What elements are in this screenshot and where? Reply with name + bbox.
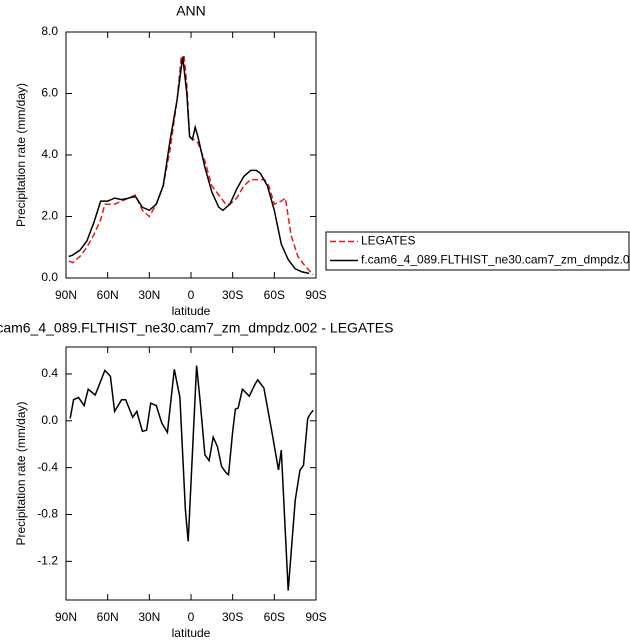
x-axis-label: latitude — [172, 304, 211, 318]
chart-title: ANN — [176, 3, 206, 19]
x-tick-label: 90N — [55, 288, 77, 302]
x-tick-label: 30N — [138, 610, 160, 624]
y-axis-label: Precipitation rate (mm/day) — [14, 401, 28, 545]
series-line — [69, 365, 314, 591]
y-tick-label: 0.0 — [41, 270, 58, 284]
legend-label: f.cam6_4_089.FLTHIST_ne30.cam7_zm_dmpdz.… — [361, 253, 630, 267]
x-tick-label: 60N — [97, 610, 119, 624]
y-tick-label: 6.0 — [41, 86, 58, 100]
legend-box — [325, 231, 630, 271]
x-tick-label: 30N — [138, 288, 160, 302]
y-tick-label: 0.4 — [41, 366, 58, 380]
plot-frame — [65, 31, 317, 279]
x-tick-label: 90S — [305, 610, 326, 624]
y-tick-label: 4.0 — [41, 147, 58, 161]
x-tick-label: 90N — [55, 610, 77, 624]
y-tick-label: -0.4 — [37, 460, 58, 474]
y-tick-label: -0.8 — [37, 507, 58, 521]
x-tick-label: 0 — [188, 610, 195, 624]
x-axis-label: latitude — [172, 626, 211, 640]
x-tick-label: 30S — [222, 288, 243, 302]
x-tick-label: 60S — [264, 288, 285, 302]
x-tick-label: 0 — [188, 288, 195, 302]
y-tick-label: 8.0 — [41, 24, 58, 38]
y-tick-label: 0.0 — [41, 413, 58, 427]
y-axis-label: Precipitation rate (mm/day) — [14, 83, 28, 227]
legend-label: LEGATES — [361, 234, 415, 248]
y-tick-label: 2.0 — [41, 209, 58, 223]
x-tick-label: 60N — [97, 288, 119, 302]
x-tick-label: 90S — [305, 288, 326, 302]
x-tick-label: 30S — [222, 610, 243, 624]
series-line — [68, 56, 310, 275]
y-tick-label: -1.2 — [37, 554, 58, 568]
chart-title: f.cam6_4_089.FLTHIST_ne30.cam7_zm_dmpdz.… — [0, 320, 393, 336]
x-tick-label: 60S — [264, 610, 285, 624]
series-line — [68, 55, 314, 276]
